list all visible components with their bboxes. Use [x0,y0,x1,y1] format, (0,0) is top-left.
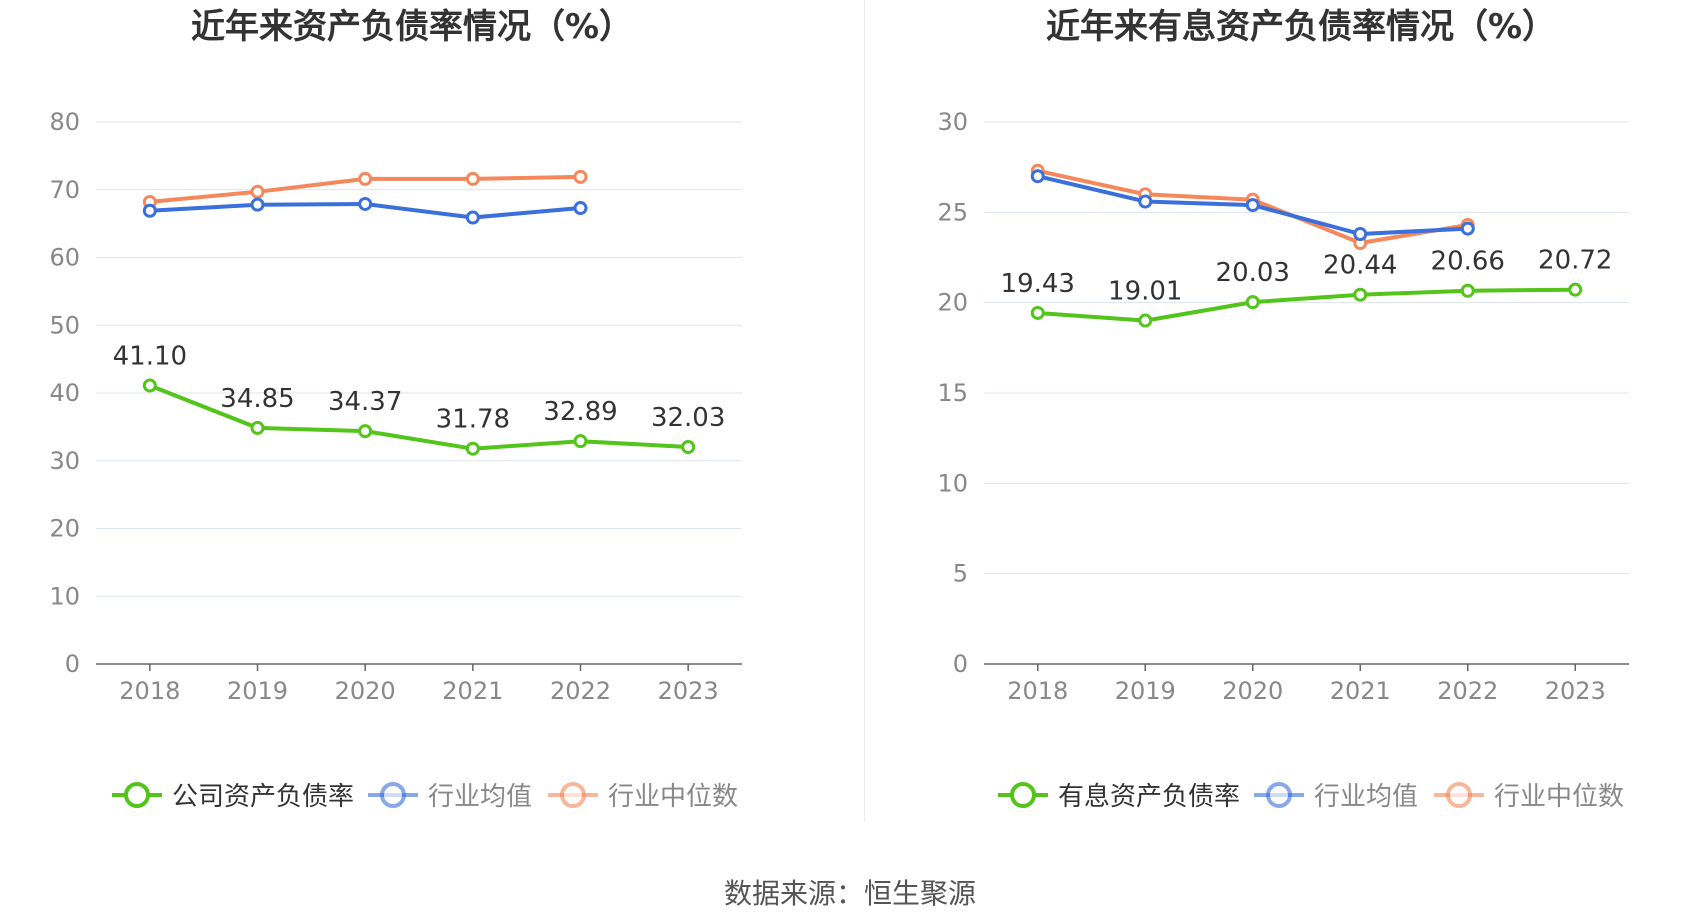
data-point-median[interactable] [573,169,588,184]
x-tick-label: 2023 [658,677,719,705]
data-point-company[interactable] [573,434,588,449]
data-label: 19.43 [1001,269,1075,299]
legend-item-company[interactable]: 公司资产负债率 [112,782,354,812]
y-tick-label: 0 [65,650,80,678]
legend-label-median: 行业中位数 [608,782,738,812]
data-point-company[interactable] [1353,287,1368,302]
data-label: 34.85 [220,384,294,414]
data-point-average[interactable] [573,201,588,216]
y-tick-label: 40 [49,379,80,407]
data-point-company[interactable] [250,420,265,435]
data-point-average[interactable] [358,196,373,211]
data-label: 19.01 [1108,277,1182,307]
legend-label-company: 公司资产负债率 [172,782,354,812]
y-tick-label: 10 [937,469,968,497]
x-tick-label: 2020 [335,677,396,705]
data-point-median[interactable] [250,184,265,199]
y-tick-label: 30 [49,447,80,475]
legend-item-average[interactable]: 行业均值 [1254,782,1418,812]
data-label: 32.89 [543,397,617,427]
x-tick-label: 2019 [1115,677,1176,705]
legend-marker-median [1446,782,1472,808]
data-label: 20.03 [1216,258,1290,288]
x-tick-label: 2022 [550,677,611,705]
data-point-company[interactable] [1138,313,1153,328]
y-tick-label: 5 [953,560,968,588]
data-point-average[interactable] [1245,198,1260,213]
data-label: 41.10 [113,342,187,372]
data-point-average[interactable] [142,203,157,218]
data-source: 数据来源：恒生聚源 [723,877,976,910]
x-tick-label: 2022 [1437,677,1498,705]
x-tick-label: 2020 [1222,677,1283,705]
y-tick-label: 60 [49,244,80,272]
series-line-company [149,383,689,451]
data-point-median[interactable] [465,171,480,186]
legend-item-median[interactable]: 行业中位数 [1434,782,1624,812]
legend-marker-company [1010,782,1036,808]
data-label: 31.78 [436,405,510,435]
y-tick-label: 25 [937,198,968,226]
data-point-median[interactable] [358,171,373,186]
data-label: 20.72 [1538,246,1612,276]
legend-marker-company [124,782,150,808]
y-tick-label: 10 [49,582,80,610]
y-tick-label: 0 [953,650,968,678]
legend-marker-average [380,782,406,808]
x-tick-label: 2019 [227,677,288,705]
data-point-company[interactable] [358,424,373,439]
y-tick-label: 20 [49,515,80,543]
x-tick-label: 2018 [1007,677,1068,705]
interest-debt-ratio-chart: 近年来有息资产负债率情况（%） 0 5 10 15 20 25 30 2018 2019 2020 2… [937,7,1629,812]
legend-label-average: 行业均值 [428,782,532,812]
y-tick-label: 20 [937,289,968,317]
debt-ratio-chart: 近年来资产负债率情况（%） 0 10 20 30 40 50 60 70 80 2018 2019 20… [49,7,742,812]
data-point-average[interactable] [1030,169,1045,184]
chart-title: 近年来有息资产负债率情况（%） [1046,7,1556,47]
data-point-average[interactable] [250,197,265,212]
x-tick-label: 2023 [1545,677,1606,705]
x-tick-label: 2018 [119,677,180,705]
legend-marker-average [1266,782,1292,808]
chart-title: 近年来资产负债率情况（%） [191,7,633,47]
y-tick-label: 30 [937,108,968,136]
data-point-average[interactable] [1138,194,1153,209]
legend-label-median: 行业中位数 [1494,782,1624,812]
legend-label-average: 行业均值 [1314,782,1418,812]
data-point-company[interactable] [1030,305,1045,320]
data-point-average[interactable] [1353,227,1368,242]
data-label: 20.66 [1431,247,1505,277]
data-point-company[interactable] [1245,295,1260,310]
data-point-company[interactable] [465,441,480,456]
data-label: 34.37 [328,387,402,417]
series-line-company [1037,287,1576,323]
legend-label-company: 有息资产负债率 [1058,782,1240,812]
data-point-company[interactable] [681,439,696,454]
legend-marker-median [560,782,586,808]
data-label: 32.03 [651,403,725,433]
legend-item-median[interactable]: 行业中位数 [548,782,738,812]
data-point-company[interactable] [1460,283,1475,298]
y-tick-label: 15 [937,379,968,407]
y-tick-label: 80 [49,108,80,136]
data-point-average[interactable] [465,210,480,225]
y-tick-label: 50 [49,311,80,339]
data-label: 20.44 [1323,251,1397,281]
legend-item-average[interactable]: 行业均值 [368,782,532,812]
data-point-company[interactable] [142,378,157,393]
x-tick-label: 2021 [1330,677,1391,705]
legend-item-company[interactable]: 有息资产负债率 [998,782,1240,812]
y-tick-label: 70 [49,176,80,204]
x-tick-label: 2021 [442,677,503,705]
data-point-company[interactable] [1568,282,1583,297]
data-point-average[interactable] [1460,221,1475,236]
panel-divider [864,0,865,822]
